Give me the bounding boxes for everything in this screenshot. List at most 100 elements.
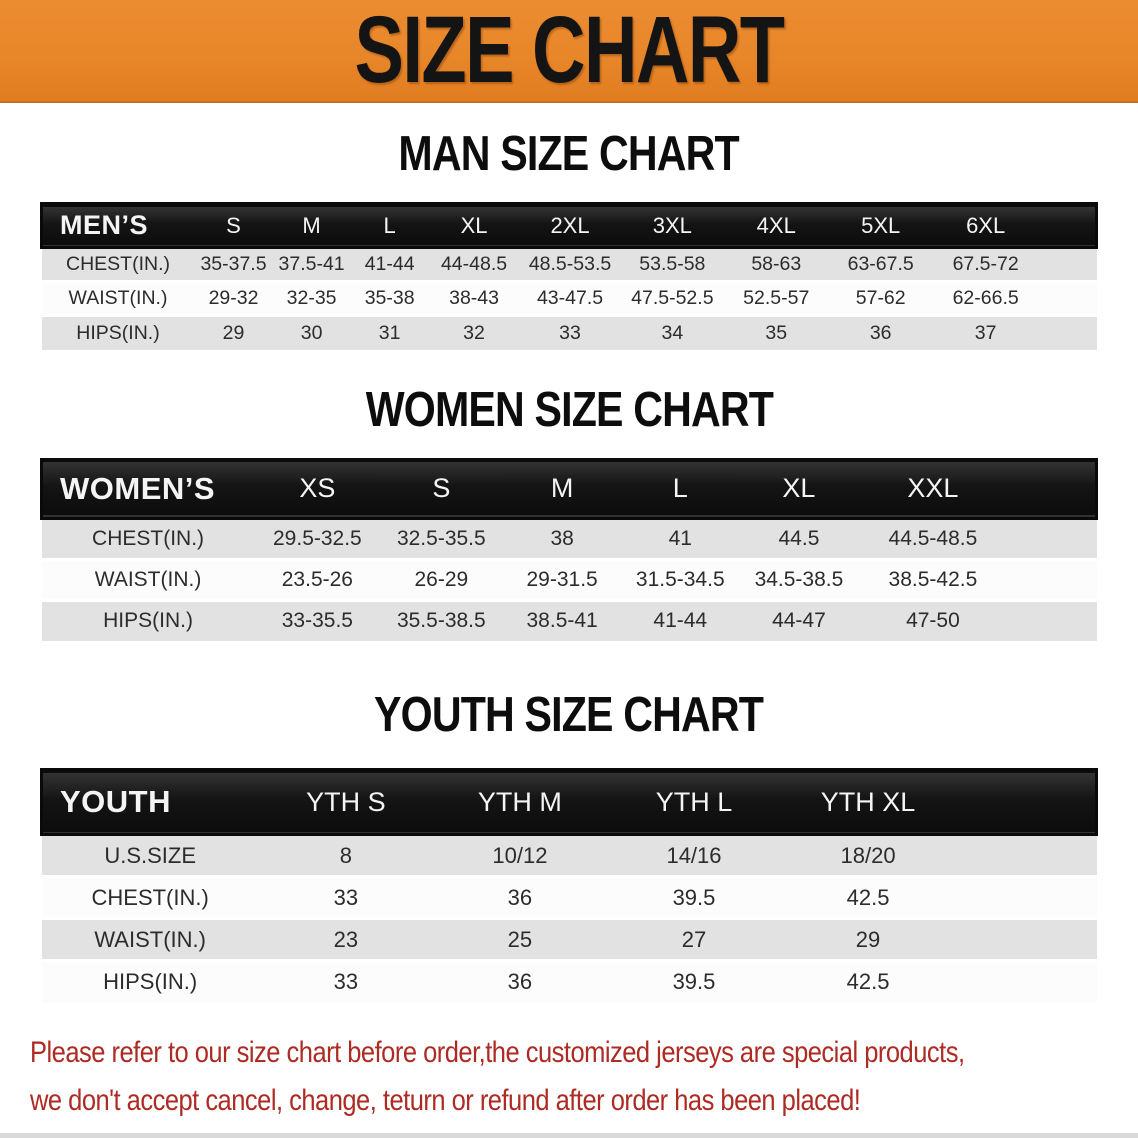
men-size-column-4xl: 4XL <box>756 212 796 238</box>
women-cell-value: 38.5-41 <box>502 600 622 641</box>
women-row-label: HIPS(IN.) <box>41 600 255 641</box>
youth-section-title: YOUTH SIZE CHART <box>374 688 764 742</box>
women-row-label: WAIST(IN.) <box>41 559 255 600</box>
women-cell-value: 44.5-48.5 <box>859 518 1007 559</box>
men-size-column-s: S <box>226 212 241 238</box>
men-cell-value: 52.5-57 <box>724 281 829 316</box>
men-cell-value: 67.5-72 <box>932 247 1039 282</box>
youth-cell-value: 8 <box>258 834 433 877</box>
women-cell-value: 38.5-42.5 <box>859 559 1007 600</box>
youth-cell-value: 42.5 <box>781 960 956 1003</box>
youth-cell-value: 42.5 <box>781 876 956 919</box>
women-cell-value: 34.5-38.5 <box>738 559 860 600</box>
men-table-row: CHEST(IN.) 35-37.5 37.5-41 41-44 44-48.5 48.5… <box>41 247 1097 282</box>
disclaimer-line-1: Please refer to our size chart before or… <box>30 1035 965 1069</box>
women-row-filler <box>1006 559 1097 600</box>
youth-size-column-yth-s: YTH S <box>306 786 386 817</box>
women-size-column-l: L <box>672 473 688 503</box>
youth-header-filler <box>955 770 1096 835</box>
women-size-column-xxl: XXL <box>907 473 959 503</box>
men-cell-value: 63-67.5 <box>828 247 933 282</box>
youth-cell-value: 18/20 <box>781 834 956 877</box>
men-cell-value: 32-35 <box>272 281 351 316</box>
women-cell-value: 26-29 <box>380 559 503 600</box>
men-cell-value: 47.5-52.5 <box>620 281 725 316</box>
men-cell-value: 35 <box>724 315 829 350</box>
women-size-column-xs: XS <box>299 473 336 503</box>
women-header-filler <box>1007 459 1097 518</box>
men-row-label: HIPS(IN.) <box>41 315 195 350</box>
men-header-label: MEN’S <box>60 210 149 240</box>
youth-row-label: U.S.SIZE <box>41 834 259 877</box>
youth-cell-value: 29 <box>781 918 956 961</box>
disclaimer: Please refer to our size chart before or… <box>0 1029 1138 1125</box>
men-size-column-3xl: 3XL <box>652 212 692 238</box>
men-cell-value: 57-62 <box>828 281 933 316</box>
women-cell-value: 41-44 <box>621 600 739 641</box>
men-cell-value: 41-44 <box>350 247 429 282</box>
men-table-row: WAIST(IN.) 29-32 32-35 35-38 38-43 43-47.5 47.… <box>41 281 1097 316</box>
women-cell-value: 31.5-34.5 <box>621 559 739 600</box>
youth-table-row: HIPS(IN.) 33 36 39.5 42.5 <box>41 960 1097 1003</box>
youth-table-row: WAIST(IN.) 23 25 27 29 <box>41 918 1097 961</box>
men-cell-value: 35-37.5 <box>194 247 273 282</box>
men-table-header-row: MEN’S S M L XL 2XL 3XL 4XL 5XL 6XL <box>41 203 1097 248</box>
men-row-label: CHEST(IN.) <box>41 247 195 282</box>
women-cell-value: 47-50 <box>859 600 1007 641</box>
men-cell-value: 48.5-53.5 <box>519 247 621 282</box>
men-row-filler <box>1038 247 1097 282</box>
men-cell-value: 33 <box>519 315 621 350</box>
women-row-filler <box>1006 600 1097 641</box>
youth-row-filler <box>955 918 1097 961</box>
women-size-column-s: S <box>432 473 451 503</box>
bottom-edge-divider <box>0 1132 1138 1138</box>
men-size-column-6xl: 6XL <box>966 212 1006 238</box>
youth-cell-value: 39.5 <box>606 876 782 919</box>
youth-row-label: HIPS(IN.) <box>41 960 259 1003</box>
men-cell-value: 37 <box>932 315 1039 350</box>
youth-size-column-yth-xl: YTH XL <box>820 786 916 817</box>
men-size-column-5xl: 5XL <box>861 212 901 238</box>
men-cell-value: 58-63 <box>724 247 829 282</box>
women-cell-value: 41 <box>621 518 739 559</box>
men-cell-value: 36 <box>828 315 933 350</box>
men-cell-value: 34 <box>620 315 725 350</box>
women-table-row: WAIST(IN.) 23.5-26 26-29 29-31.5 31.5-34.5 34… <box>41 559 1097 600</box>
women-header-label: WOMEN’S <box>60 470 216 506</box>
youth-cell-value: 14/16 <box>606 834 782 877</box>
banner-title: SIZE CHART <box>354 0 786 103</box>
women-cell-value: 38 <box>502 518 622 559</box>
men-cell-value: 38-43 <box>428 281 520 316</box>
women-size-section: WOMEN SIZE CHART WOMEN’S XS S M L XL XXL CHEST(… <box>0 385 1138 641</box>
youth-row-filler <box>955 834 1097 877</box>
youth-cell-value: 27 <box>606 918 782 961</box>
women-table-header-row: WOMEN’S XS S M L XL XXL <box>41 459 1097 518</box>
youth-cell-value: 33 <box>258 960 433 1003</box>
men-cell-value: 35-38 <box>350 281 429 316</box>
women-table-row: HIPS(IN.) 33-35.5 35.5-38.5 38.5-41 41-44 44-… <box>41 600 1097 641</box>
men-cell-value: 44-48.5 <box>428 247 520 282</box>
youth-row-filler <box>955 960 1097 1003</box>
men-cell-value: 30 <box>272 315 351 350</box>
size-chart-banner: SIZE CHART <box>0 0 1138 103</box>
youth-size-column-yth-m: YTH M <box>477 786 562 817</box>
women-row-filler <box>1006 518 1097 559</box>
youth-table-row: CHEST(IN.) 33 36 39.5 42.5 <box>41 876 1097 919</box>
men-cell-value: 37.5-41 <box>272 247 351 282</box>
men-table-row: HIPS(IN.) 29 30 31 32 33 34 35 36 37 <box>41 315 1097 350</box>
youth-cell-value: 39.5 <box>606 960 782 1003</box>
women-cell-value: 23.5-26 <box>254 559 381 600</box>
women-size-table: WOMEN’S XS S M L XL XXL CHEST(IN.) 29.5-32.5 32.5… <box>40 458 1098 641</box>
women-size-column-xl: XL <box>782 473 816 503</box>
men-size-section: MAN SIZE CHART MEN’S S M L XL 2XL 3XL 4XL 5XL 6XL… <box>0 130 1138 350</box>
men-size-column-xl: XL <box>460 212 488 238</box>
youth-size-section: YOUTH SIZE CHART YOUTH YTH S YTH M YTH L YTH… <box>0 691 1138 1003</box>
youth-cell-value: 25 <box>432 918 607 961</box>
men-row-label: WAIST(IN.) <box>41 281 195 316</box>
youth-cell-value: 23 <box>258 918 433 961</box>
men-cell-value: 62-66.5 <box>932 281 1039 316</box>
youth-row-label: CHEST(IN.) <box>41 876 259 919</box>
men-size-column-l: L <box>383 212 396 238</box>
women-row-label: CHEST(IN.) <box>41 518 255 559</box>
women-table-row: CHEST(IN.) 29.5-32.5 32.5-35.5 38 41 44.5 44.5… <box>41 518 1097 559</box>
